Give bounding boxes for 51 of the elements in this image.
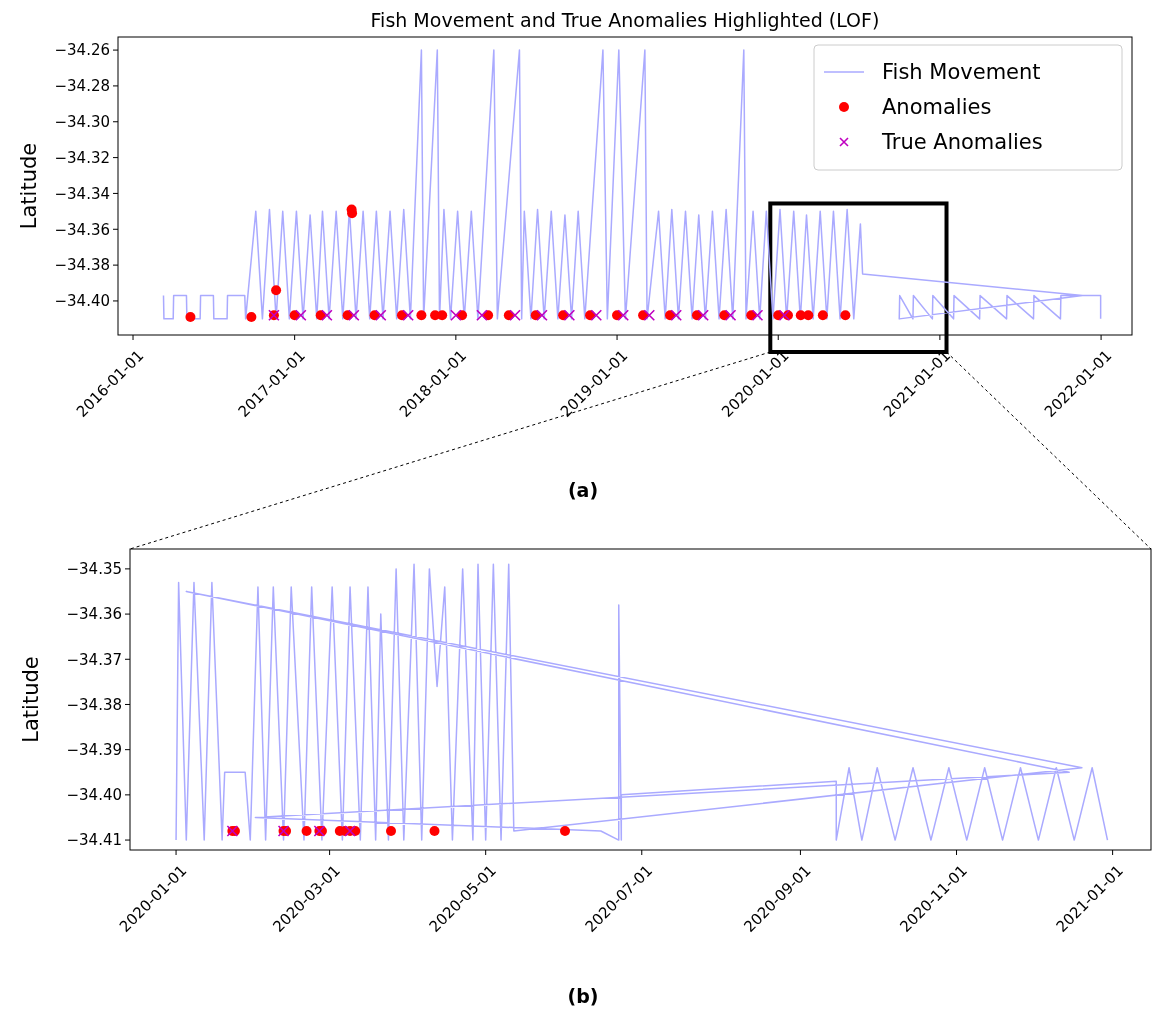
- y-tick-label: −34.40: [66, 786, 122, 805]
- y-tick-label: −34.32: [54, 148, 110, 167]
- y-tick-label: −34.28: [54, 77, 110, 96]
- line-series: [162, 49, 1102, 320]
- point: [751, 309, 764, 322]
- point: [348, 309, 360, 322]
- point: [817, 310, 828, 321]
- point: [724, 309, 737, 322]
- legend-label: Anomalies: [882, 95, 992, 120]
- point: [246, 312, 257, 323]
- y-tick-label: −34.36: [54, 220, 110, 239]
- point: [643, 309, 656, 322]
- y-axis-title: Latitude: [17, 142, 41, 230]
- point: [590, 309, 603, 322]
- y-tick-label: −34.34: [54, 184, 110, 203]
- point: [536, 309, 548, 322]
- text: (b): [567, 985, 599, 1007]
- point: [617, 309, 630, 322]
- y-tick-label: −34.35: [66, 560, 122, 579]
- line-series: [175, 563, 1109, 841]
- point: [450, 309, 462, 322]
- y-tick-label: −34.38: [66, 695, 122, 714]
- point: [402, 309, 414, 322]
- point: [437, 310, 448, 321]
- point: [416, 310, 427, 321]
- y-tick-label: −34.39: [66, 740, 122, 759]
- point: [295, 309, 307, 322]
- point: [778, 309, 791, 322]
- y-axis-title: Latitude: [19, 656, 43, 743]
- point: [271, 285, 282, 296]
- y-tick-label: −34.26: [54, 41, 110, 60]
- point: [670, 309, 683, 322]
- y-tick-label: −34.30: [54, 113, 110, 132]
- legend-label: Fish Movement: [882, 60, 1041, 85]
- text: (a): [567, 479, 599, 501]
- point: [185, 312, 196, 323]
- point: [321, 309, 333, 322]
- y-tick-label: −34.36: [66, 605, 122, 624]
- y-tick-label: −34.37: [66, 650, 122, 669]
- point: [476, 309, 488, 322]
- legend-label: True Anomalies: [881, 130, 1043, 155]
- point: [840, 310, 851, 321]
- y-tick-label: −34.40: [54, 292, 110, 311]
- point: [697, 309, 709, 322]
- chart-title: Fish Movement and True Anomalies Highlighted (LOF): [370, 9, 880, 31]
- point: [563, 309, 576, 322]
- point: [509, 309, 521, 322]
- point: [803, 310, 814, 321]
- y-tick-label: −34.38: [54, 256, 110, 275]
- y-tick-label: −34.41: [66, 831, 122, 850]
- point: [374, 309, 387, 322]
